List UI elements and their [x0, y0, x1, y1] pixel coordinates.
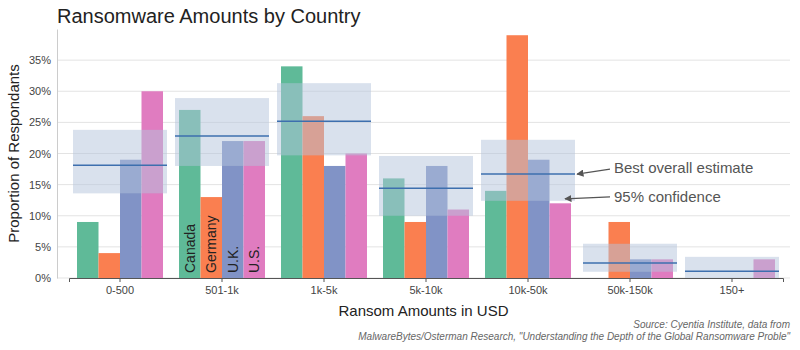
- estimate-line: [583, 262, 677, 264]
- tick: 1k-5k: [311, 278, 338, 296]
- legend-label: U.K.: [225, 246, 241, 273]
- chart-svg: 0% 5% 10% 15% 20% 25% 30% 35% 0-500 501-1k 1k-5k 5k…: [0, 0, 800, 350]
- tick: 20%: [29, 148, 57, 160]
- confidence-band: [277, 83, 371, 155]
- grid-line: [57, 60, 790, 61]
- tick: 5k-10k: [409, 278, 443, 296]
- x-axis: 0-500 501-1k 1k-5k 5k-10k 10k-50k 50k-150k 150…: [70, 278, 784, 296]
- legend-label: Germany: [203, 215, 219, 273]
- estimate-line: [73, 165, 167, 167]
- bar: [587, 278, 609, 279]
- y-axis: 0% 5% 10% 15% 20% 25% 30% 35%: [29, 30, 58, 285]
- bar: [448, 210, 470, 278]
- x-axis-title: Ransom Amounts in USD: [338, 302, 508, 319]
- bar: [201, 197, 223, 278]
- source: Source: Cyentia Institute, data fromMalw…: [358, 319, 790, 342]
- tick-label: 15%: [29, 179, 51, 191]
- tick: 30%: [29, 85, 57, 97]
- tick-label: 0-500: [106, 284, 134, 296]
- tick-label: 5%: [35, 241, 51, 253]
- tick-label: 25%: [29, 116, 51, 128]
- tick-mark: [630, 278, 631, 282]
- bar-series: [99, 35, 631, 278]
- tick: 10%: [29, 210, 57, 222]
- legend: Canada Germany U.K. U.S.: [182, 215, 263, 273]
- estimate-line: [379, 188, 473, 190]
- source-line: Source: Cyentia Institute, data from: [633, 319, 790, 330]
- annotations: Best overall estimate 95% confidence: [565, 159, 753, 205]
- bar: [99, 253, 121, 278]
- annotation: 95% confidence: [614, 188, 721, 205]
- tick-label: 20%: [29, 148, 51, 160]
- bar: [405, 222, 427, 278]
- bar: [324, 166, 346, 278]
- confidence-band: [379, 156, 473, 216]
- tick: 10k-50k: [508, 278, 548, 296]
- legend-label: U.S.: [246, 246, 262, 273]
- title: Ransomware Amounts by Country: [57, 5, 360, 27]
- grid-line: [57, 91, 790, 92]
- plot-area: [73, 35, 779, 278]
- tick: 0-500: [106, 278, 134, 296]
- grid: [57, 60, 790, 278]
- tick-mark: [732, 278, 733, 282]
- tick: 5%: [35, 241, 57, 253]
- estimate-line: [277, 120, 371, 122]
- tick-label: 501-1k: [205, 284, 239, 296]
- confidence-band: [481, 140, 575, 201]
- confidence-band: [685, 257, 779, 278]
- tick: 150+: [720, 278, 745, 296]
- source-line: MalwareBytes/Osterman Research, "Underst…: [358, 331, 790, 342]
- axis-line: [70, 279, 784, 283]
- grid-line: [57, 122, 790, 123]
- confidence-band: [175, 98, 269, 166]
- estimate-line: [685, 270, 779, 272]
- tick: 501-1k: [205, 278, 239, 296]
- tick-label: 0%: [35, 272, 51, 284]
- tick-mark: [324, 278, 325, 282]
- bar: [485, 191, 507, 278]
- confidence-band: [583, 244, 677, 272]
- tick: 0%: [35, 272, 57, 284]
- bar: [550, 203, 572, 278]
- annotation-arrow: [565, 197, 610, 199]
- tick-mark: [120, 278, 121, 282]
- tick: 15%: [29, 179, 57, 191]
- axis-line: [57, 30, 58, 279]
- tick-label: 10%: [29, 210, 51, 222]
- tick-label: 50k-150k: [607, 284, 653, 296]
- legend-label: Canada: [182, 224, 198, 273]
- tick-label: 10k-50k: [508, 284, 548, 296]
- bar: [346, 154, 368, 279]
- tick: 50k-150k: [607, 278, 653, 296]
- tick-label: 35%: [29, 54, 51, 66]
- y-axis-title: Proportion of Respondants: [5, 64, 22, 242]
- confidence-bands: [73, 83, 779, 278]
- tick-label: 5k-10k: [409, 284, 443, 296]
- estimate-line: [175, 135, 269, 137]
- tick-label: 30%: [29, 85, 51, 97]
- confidence-band: [73, 130, 167, 193]
- bar-series: [142, 91, 776, 278]
- estimate-lines: [73, 121, 779, 271]
- annotation-arrow: [577, 169, 610, 174]
- tick-label: 1k-5k: [311, 284, 338, 296]
- tick-mark: [528, 278, 529, 282]
- estimate-line: [481, 173, 575, 175]
- tick-mark: [222, 278, 223, 282]
- annotation: Best overall estimate: [614, 159, 753, 176]
- tick-label: 150+: [720, 284, 745, 296]
- tick: 35%: [29, 54, 57, 66]
- tick-mark: [426, 278, 427, 282]
- bar: [77, 222, 99, 278]
- tick: 25%: [29, 116, 57, 128]
